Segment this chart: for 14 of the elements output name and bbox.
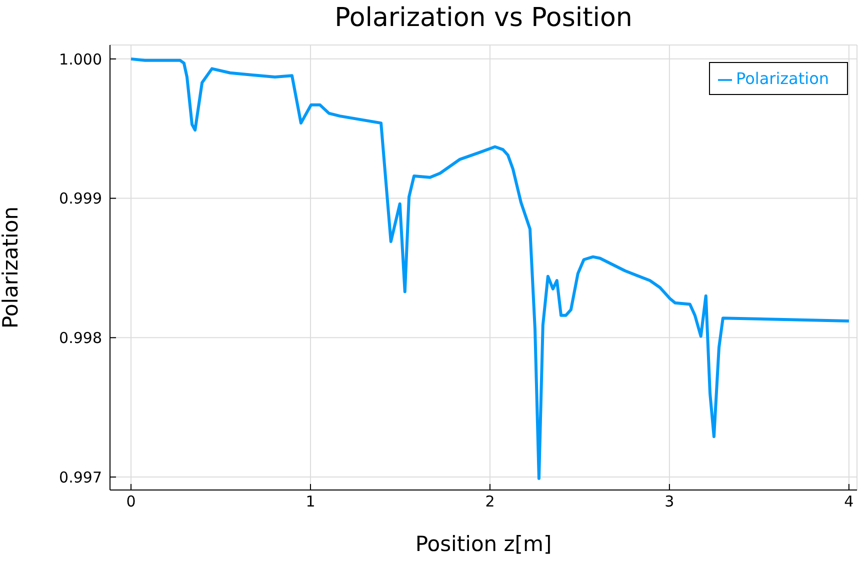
y-tick-label: 0.998 [59, 328, 102, 347]
chart-title: Polarization vs Position [334, 2, 634, 35]
line-series [130, 57, 850, 480]
x-axis-title: Position z[m] [415, 532, 552, 556]
y-axis-title: Polarization [0, 206, 22, 329]
x-tick-label: 0 [126, 492, 136, 511]
x-tick-label: 1 [306, 492, 316, 511]
x-tick-label: 2 [485, 492, 495, 511]
y-tick-label: 0.997 [59, 468, 102, 486]
x-tick-label: 4 [844, 492, 854, 511]
x-tick-label: 3 [664, 492, 674, 511]
legend-label: Polarization [736, 69, 829, 88]
y-tick-label: 1.000 [59, 50, 102, 68]
y-tick-label: 0.999 [59, 190, 102, 208]
